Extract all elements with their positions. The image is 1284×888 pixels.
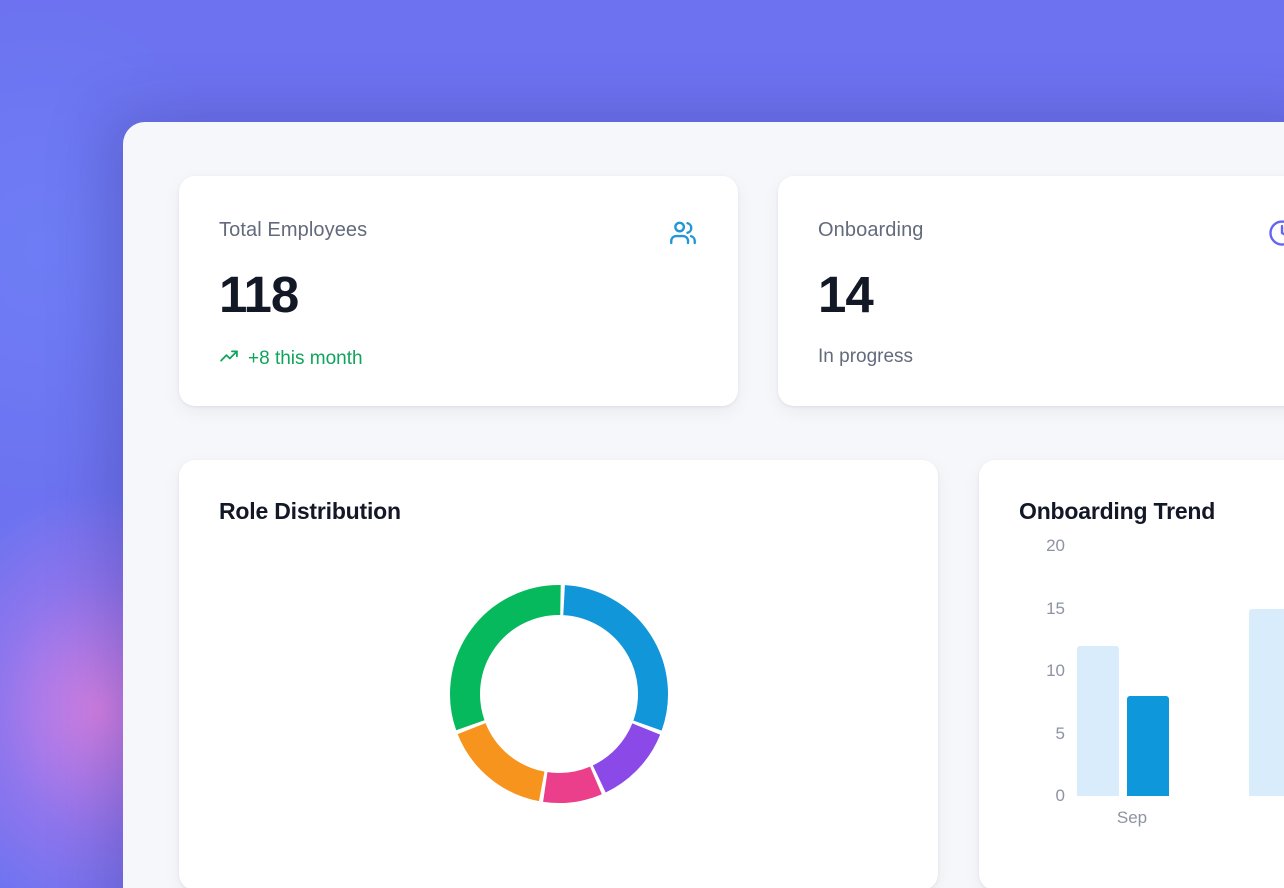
kpi-subtext-label: +8 this month bbox=[248, 348, 363, 369]
bar-group bbox=[1077, 546, 1169, 796]
clock-icon bbox=[1267, 218, 1284, 253]
kpi-subtext: +8 this month bbox=[219, 346, 698, 372]
plot-area: Sep Oct bbox=[1077, 546, 1284, 827]
bar[interactable] bbox=[1127, 696, 1169, 796]
y-axis: 0 5 10 15 20 bbox=[1019, 536, 1065, 805]
kpi-subtext: In progress bbox=[818, 346, 1284, 368]
dashboard-panel: Total Employees 118 bbox=[123, 122, 1284, 888]
bar-group bbox=[1249, 546, 1284, 796]
kpi-value: 118 bbox=[219, 266, 299, 323]
y-axis-tick-label: 20 bbox=[1046, 536, 1065, 555]
kpi-card-total-employees[interactable]: Total Employees 118 bbox=[179, 176, 738, 406]
card-onboarding-trend[interactable]: Onboarding Trend 0 5 10 15 20 Sep Oct bbox=[979, 460, 1284, 888]
donut-chart[interactable] bbox=[443, 578, 675, 810]
kpi-header: Total Employees bbox=[219, 218, 698, 253]
kpi-subtext-label: In progress bbox=[818, 346, 914, 367]
donut-segment[interactable] bbox=[591, 722, 660, 793]
donut-segment[interactable] bbox=[562, 585, 668, 731]
donut-segment[interactable] bbox=[457, 722, 545, 802]
kpi-card-row: Total Employees 118 bbox=[179, 176, 1284, 406]
y-axis-tick-label: 10 bbox=[1046, 661, 1065, 680]
y-axis-tick-label: 0 bbox=[1055, 786, 1065, 805]
kpi-label: Onboarding bbox=[818, 219, 924, 241]
card-title: Role Distribution bbox=[219, 498, 401, 524]
bar-chart[interactable]: 0 5 10 15 20 Sep Oct bbox=[1019, 536, 1284, 846]
y-axis-tick-label: 15 bbox=[1046, 598, 1065, 618]
y-axis-tick-label: 5 bbox=[1055, 723, 1065, 743]
x-axis-tick-label: Oct bbox=[1249, 808, 1284, 828]
donut-segment[interactable] bbox=[542, 766, 602, 803]
users-icon bbox=[668, 218, 698, 253]
kpi-value: 14 bbox=[818, 266, 874, 323]
donut-chart-wrap bbox=[179, 578, 938, 810]
bar[interactable] bbox=[1249, 608, 1284, 796]
trending-up-icon bbox=[219, 346, 239, 372]
card-role-distribution[interactable]: Role Distribution bbox=[179, 460, 938, 888]
kpi-label: Total Employees bbox=[219, 219, 368, 241]
kpi-card-onboarding[interactable]: Onboarding 14 In progress bbox=[778, 176, 1284, 406]
chart-card-row: Role Distribution Onboarding Trend 0 5 10 1… bbox=[179, 460, 1284, 888]
bar[interactable] bbox=[1077, 646, 1119, 796]
donut-segment[interactable] bbox=[449, 585, 561, 731]
x-axis-tick-label: Sep bbox=[1116, 808, 1148, 827]
card-title: Onboarding Trend bbox=[1019, 498, 1216, 524]
kpi-header: Onboarding bbox=[818, 218, 1284, 253]
